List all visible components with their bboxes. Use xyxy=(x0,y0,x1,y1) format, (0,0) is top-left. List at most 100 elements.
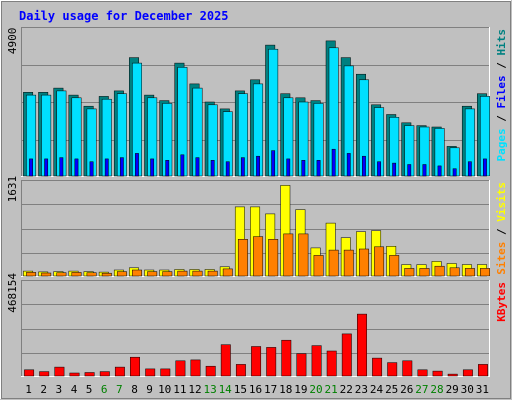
bar-kbytes-day-13 xyxy=(205,365,216,377)
x-tick-label-day-25: 25 xyxy=(385,383,398,396)
bar-sites-day-28 xyxy=(434,265,445,277)
bar-kbytes-day-16 xyxy=(251,346,262,377)
bar-sites-day-10 xyxy=(162,271,173,277)
x-tick-label-day-29: 29 xyxy=(446,383,459,396)
bar-pages-day-30 xyxy=(467,161,472,177)
bar-pages-day-13 xyxy=(210,160,215,177)
bar-pages-day-27 xyxy=(422,164,427,177)
bar-sites-day-27 xyxy=(419,268,430,277)
bar-sites-day-21 xyxy=(328,249,339,277)
x-tick-label-day-30: 30 xyxy=(461,383,474,396)
bar-kbytes-day-3 xyxy=(54,366,65,377)
x-tick-label-day-26: 26 xyxy=(400,383,413,396)
bar-pages-day-2 xyxy=(44,158,49,177)
bar-pages-day-17 xyxy=(271,150,276,177)
x-tick-label-day-5: 5 xyxy=(86,383,93,396)
x-tick-label-day-31: 31 xyxy=(476,383,489,396)
bar-pages-day-1 xyxy=(29,158,33,177)
bar-sites-day-31 xyxy=(480,268,490,277)
bar-kbytes-day-4 xyxy=(69,372,80,377)
x-tick-label-day-14: 14 xyxy=(219,383,233,396)
bar-pages-day-8 xyxy=(135,153,139,177)
bar-kbytes-day-9 xyxy=(145,368,156,377)
y-tick-label: 468154 xyxy=(6,273,19,313)
bar-sites-day-7 xyxy=(116,271,127,277)
bar-pages-day-19 xyxy=(301,160,306,177)
bar-sites-day-24 xyxy=(374,246,385,277)
x-tick-label-day-8: 8 xyxy=(131,383,138,396)
bar-sites-day-2 xyxy=(41,272,52,277)
bar-kbytes-day-25 xyxy=(387,362,398,377)
bar-kbytes-day-26 xyxy=(402,360,413,377)
legend-files: Files xyxy=(495,75,508,108)
bar-sites-day-18 xyxy=(283,233,294,277)
bar-sites-day-16 xyxy=(253,236,264,277)
bar-sites-day-13 xyxy=(207,270,218,277)
bar-kbytes-day-15 xyxy=(235,364,246,377)
bar-pages-day-31 xyxy=(483,158,487,177)
bar-sites-day-22 xyxy=(343,249,354,277)
y-tick-label: 1631 xyxy=(6,176,19,203)
bar-kbytes-day-2 xyxy=(39,371,50,377)
bar-sites-day-15 xyxy=(237,239,248,277)
bar-kbytes-day-23 xyxy=(357,313,367,377)
bar-pages-day-14 xyxy=(225,161,230,177)
x-tick-label-day-21: 21 xyxy=(324,383,337,396)
bar-pages-day-11 xyxy=(180,154,185,177)
legend-separator: / xyxy=(495,109,508,129)
bar-pages-day-21 xyxy=(331,148,336,177)
x-tick-label-day-17: 17 xyxy=(264,383,277,396)
bar-kbytes-day-12 xyxy=(190,359,201,377)
bar-pages-day-9 xyxy=(150,158,155,177)
bar-kbytes-day-21 xyxy=(326,350,337,377)
bar-kbytes-day-30 xyxy=(462,369,473,377)
bar-kbytes-day-8 xyxy=(130,356,140,377)
x-tick-label-day-10: 10 xyxy=(158,383,171,396)
bar-pages-day-28 xyxy=(437,165,442,177)
x-tick-label-day-15: 15 xyxy=(234,383,247,396)
x-tick-label-day-16: 16 xyxy=(249,383,262,396)
bar-kbytes-day-11 xyxy=(175,360,186,377)
legend-hits: Hits xyxy=(495,29,508,56)
bar-kbytes-day-14 xyxy=(220,344,231,377)
y-axis-legend: Pages / Files / Hits xyxy=(495,29,508,162)
bar-sites-day-20 xyxy=(313,255,324,277)
bar-sites-day-23 xyxy=(359,248,369,277)
x-tick-label-day-27: 27 xyxy=(415,383,428,396)
x-tick-label-day-2: 2 xyxy=(40,383,47,396)
bar-kbytes-day-10 xyxy=(160,368,171,377)
y-axis-legend: KBytes xyxy=(495,282,508,322)
bar-sites-day-3 xyxy=(56,272,67,277)
bar-sites-day-17 xyxy=(268,239,279,277)
bar-sites-day-14 xyxy=(222,268,233,277)
x-tick-label-day-12: 12 xyxy=(188,383,201,396)
bar-sites-day-9 xyxy=(147,271,158,277)
bar-kbytes-day-5 xyxy=(84,372,95,377)
bar-sites-day-25 xyxy=(389,255,400,277)
bar-kbytes-day-6 xyxy=(99,371,110,377)
x-tick-label-day-3: 3 xyxy=(55,383,62,396)
x-tick-label-day-18: 18 xyxy=(279,383,292,396)
bar-sites-day-19 xyxy=(298,233,309,277)
bar-pages-day-26 xyxy=(407,164,412,177)
bar-sites-day-26 xyxy=(404,268,415,277)
bar-sites-day-11 xyxy=(177,270,188,277)
y-axis-legend: Sites / Visits xyxy=(495,182,508,275)
bar-kbytes-day-28 xyxy=(432,370,443,377)
bar-pages-day-6 xyxy=(104,158,109,177)
bar-pages-day-16 xyxy=(256,155,260,177)
x-tick-label-day-24: 24 xyxy=(370,383,384,396)
legend-pages: Pages xyxy=(495,128,508,161)
bar-pages-day-23 xyxy=(362,155,366,177)
x-tick-label-day-11: 11 xyxy=(173,383,186,396)
x-tick-label-day-23: 23 xyxy=(355,383,368,396)
x-tick-label-day-7: 7 xyxy=(116,383,123,396)
x-tick-label-day-1: 1 xyxy=(25,383,32,396)
bar-kbytes-day-27 xyxy=(417,369,428,377)
panel-3: 468154 KBytes xyxy=(6,273,508,377)
bar-pages-day-18 xyxy=(286,158,291,177)
chart-panels: 4900 Pages / Files / Hits 1631 Sites / Visi… xyxy=(6,27,508,377)
x-axis-day-labels: 1 2 3 4 5 6 7 8 9 10 11 12 13 14 15 16 17 18 19 20 21 22 23 24 2… xyxy=(25,383,489,396)
x-tick-label-day-13: 13 xyxy=(203,383,216,396)
bar-pages-day-25 xyxy=(392,162,397,177)
